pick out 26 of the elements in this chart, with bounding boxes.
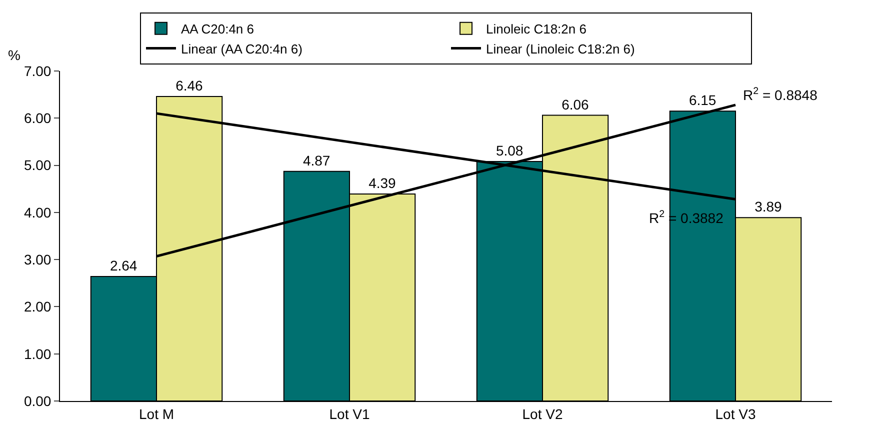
- data-label: 4.39: [368, 175, 396, 192]
- data-label: 6.46: [176, 77, 204, 94]
- x-tick-label: Lot V1: [329, 406, 370, 422]
- data-label: 2.64: [110, 258, 138, 274]
- annotation: R$^{2}$ = 0.8848: [743, 86, 818, 103]
- y-tick-label: 4.00: [24, 204, 52, 220]
- y-tick-label: 1.00: [24, 346, 52, 362]
- legend-label: Linoleic C18:2n 6: [486, 21, 586, 36]
- data-label: 5.08: [496, 142, 524, 159]
- data-label: 6.15: [688, 92, 716, 108]
- y-tick-label: 6.00: [24, 110, 52, 126]
- x-tick-label: Lot V2: [522, 406, 563, 422]
- legend-label: AA C20:4n 6: [181, 21, 254, 36]
- y-tick-label: 0.00: [24, 392, 52, 409]
- legend-label: Linear (Linoleic C18:2n 6): [486, 41, 635, 56]
- legend-label: Linear (AA C20:4n 6): [181, 41, 302, 56]
- y-tick-label: 3.00: [24, 251, 52, 268]
- y-tick-label: 5.00: [24, 157, 52, 174]
- x-tick-label: Lot V3: [715, 406, 756, 422]
- data-label: 6.06: [562, 96, 590, 112]
- x-tick-label: Lot M: [138, 406, 174, 422]
- y-axis-title: %: [8, 47, 20, 63]
- y-tick-label: 7.00: [24, 62, 52, 79]
- data-label: 4.87: [302, 152, 330, 168]
- y-tick-label: 2.00: [24, 298, 52, 315]
- data-label: 3.89: [754, 198, 782, 215]
